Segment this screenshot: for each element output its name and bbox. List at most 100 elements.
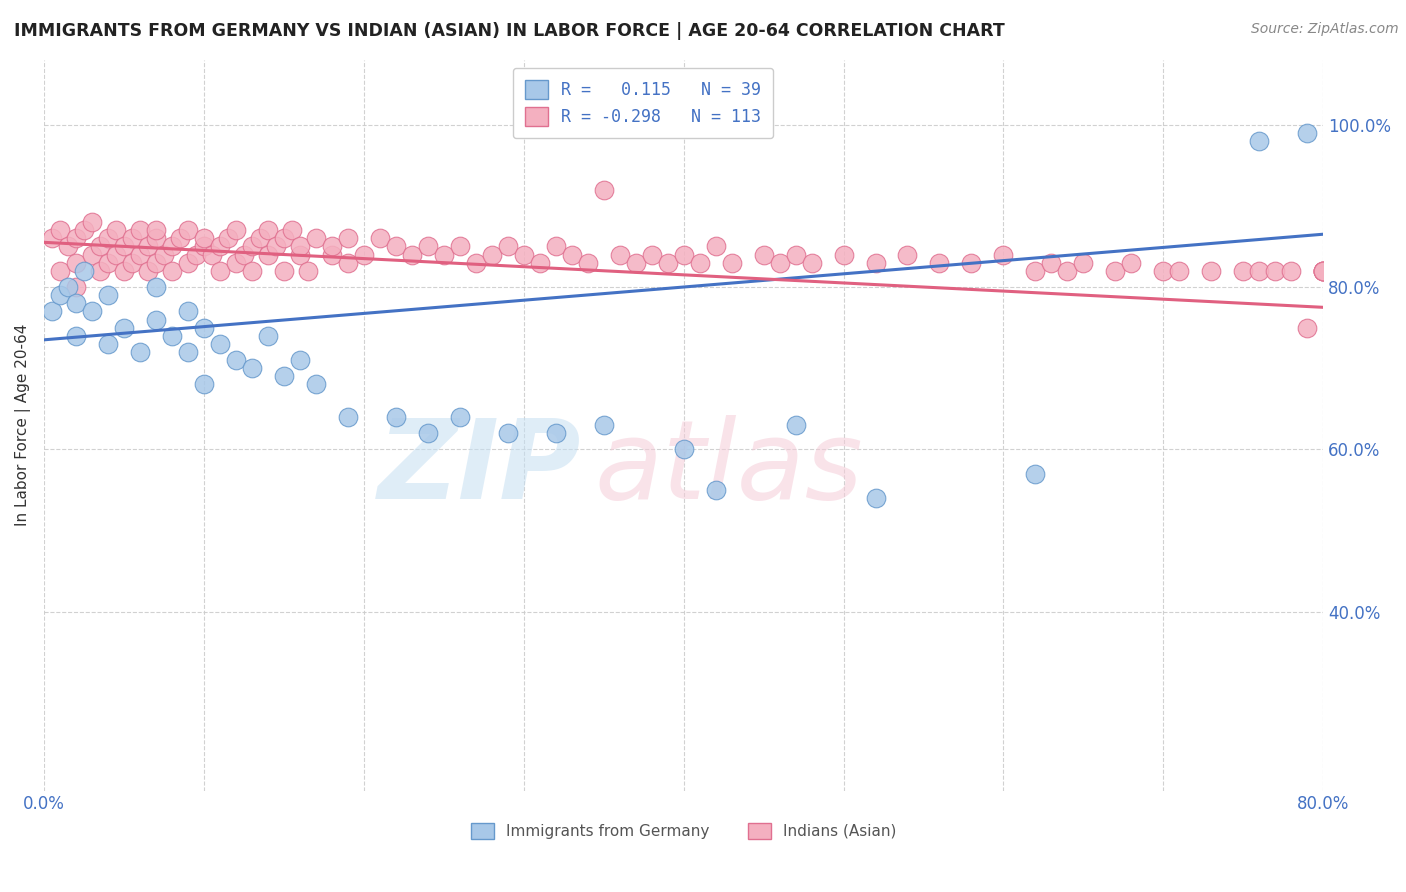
Point: [49, 288, 72, 302]
Point: [513, 247, 536, 261]
Point: [1121, 255, 1143, 269]
Legend: Immigrants from Germany, Indians (Asian): Immigrants from Germany, Indians (Asian): [465, 817, 903, 845]
Point: [177, 223, 200, 237]
Point: [544, 426, 567, 441]
Point: [624, 255, 647, 269]
Point: [297, 264, 319, 278]
Point: [353, 247, 375, 261]
Point: [257, 247, 280, 261]
Point: [112, 264, 135, 278]
Point: [129, 345, 152, 359]
Point: [1312, 264, 1334, 278]
Point: [1040, 255, 1063, 269]
Point: [1024, 264, 1046, 278]
Point: [169, 231, 191, 245]
Point: [273, 369, 295, 384]
Point: [193, 239, 215, 253]
Point: [704, 239, 727, 253]
Point: [97, 231, 120, 245]
Point: [928, 255, 950, 269]
Point: [65, 280, 87, 294]
Point: [1312, 264, 1334, 278]
Point: [249, 231, 271, 245]
Point: [481, 247, 503, 261]
Point: [193, 320, 215, 334]
Point: [129, 223, 152, 237]
Point: [1199, 264, 1222, 278]
Text: Source: ZipAtlas.com: Source: ZipAtlas.com: [1251, 22, 1399, 37]
Point: [160, 328, 183, 343]
Point: [288, 353, 311, 368]
Point: [281, 223, 304, 237]
Point: [1152, 264, 1174, 278]
Point: [1264, 264, 1286, 278]
Point: [209, 337, 232, 351]
Point: [704, 483, 727, 497]
Point: [496, 426, 519, 441]
Point: [225, 255, 247, 269]
Point: [561, 247, 583, 261]
Point: [65, 296, 87, 310]
Point: [865, 491, 887, 506]
Point: [121, 231, 143, 245]
Point: [273, 264, 295, 278]
Point: [464, 255, 486, 269]
Point: [288, 247, 311, 261]
Point: [240, 361, 263, 376]
Point: [121, 255, 143, 269]
Point: [73, 264, 96, 278]
Point: [1312, 264, 1334, 278]
Point: [257, 328, 280, 343]
Point: [592, 183, 614, 197]
Point: [416, 426, 439, 441]
Point: [449, 239, 471, 253]
Point: [145, 280, 167, 294]
Point: [1104, 264, 1126, 278]
Point: [41, 231, 63, 245]
Text: ZIP: ZIP: [378, 416, 581, 523]
Point: [65, 231, 87, 245]
Point: [336, 409, 359, 424]
Y-axis label: In Labor Force | Age 20-64: In Labor Force | Age 20-64: [15, 324, 31, 526]
Point: [97, 255, 120, 269]
Point: [1232, 264, 1254, 278]
Point: [672, 442, 695, 457]
Point: [65, 255, 87, 269]
Point: [305, 377, 328, 392]
Point: [1249, 134, 1271, 148]
Point: [1024, 467, 1046, 481]
Text: atlas: atlas: [595, 416, 863, 523]
Point: [41, 304, 63, 318]
Point: [592, 418, 614, 433]
Point: [193, 231, 215, 245]
Point: [1056, 264, 1078, 278]
Point: [496, 239, 519, 253]
Point: [385, 239, 408, 253]
Point: [145, 312, 167, 326]
Point: [177, 255, 200, 269]
Point: [336, 255, 359, 269]
Point: [136, 239, 159, 253]
Point: [433, 247, 456, 261]
Point: [321, 247, 343, 261]
Point: [105, 247, 128, 261]
Point: [129, 247, 152, 261]
Point: [672, 247, 695, 261]
Point: [136, 264, 159, 278]
Point: [240, 239, 263, 253]
Point: [785, 247, 807, 261]
Point: [82, 304, 104, 318]
Point: [145, 255, 167, 269]
Point: [217, 231, 239, 245]
Point: [233, 247, 256, 261]
Point: [544, 239, 567, 253]
Text: IMMIGRANTS FROM GERMANY VS INDIAN (ASIAN) IN LABOR FORCE | AGE 20-64 CORRELATION: IMMIGRANTS FROM GERMANY VS INDIAN (ASIAN…: [14, 22, 1005, 40]
Point: [609, 247, 631, 261]
Point: [657, 255, 679, 269]
Point: [112, 239, 135, 253]
Point: [336, 231, 359, 245]
Point: [896, 247, 918, 261]
Point: [720, 255, 742, 269]
Point: [1312, 264, 1334, 278]
Point: [105, 223, 128, 237]
